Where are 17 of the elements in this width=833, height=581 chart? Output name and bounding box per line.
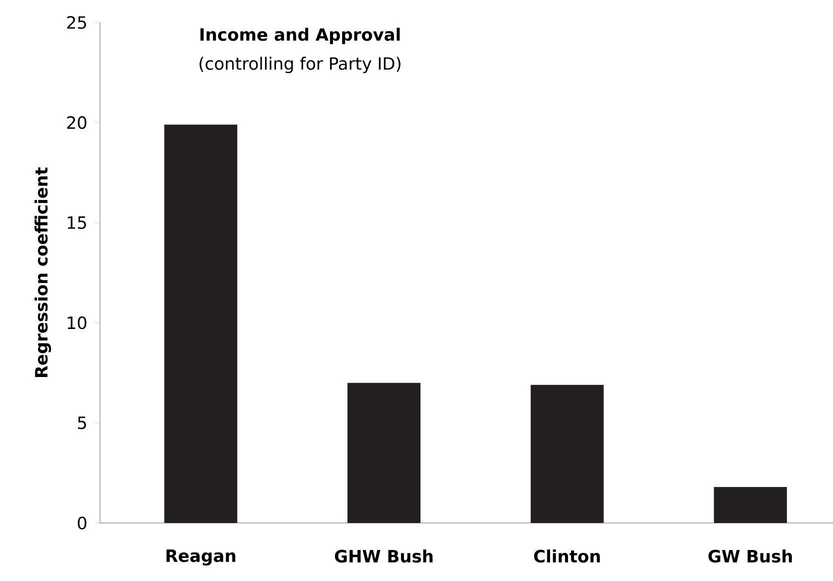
x-tick-label: Clinton <box>534 550 600 563</box>
y-tick-label: 0 <box>78 516 86 530</box>
y-tick-label: 15 <box>68 216 86 229</box>
y-axis-title: Regression coefficient <box>34 167 52 377</box>
bar <box>164 124 238 523</box>
y-tick-label: 5 <box>78 416 86 430</box>
text: (controlling for Party ID) <box>200 56 400 74</box>
y-tick-label: 20 <box>67 116 86 129</box>
bar <box>714 486 787 523</box>
bar <box>347 382 420 523</box>
x-tick-label: GW Bush <box>708 550 792 563</box>
x-tick-label: GHW Bush <box>334 550 433 563</box>
bar <box>530 384 604 523</box>
y-tick-label: 25 <box>67 16 86 29</box>
y-tick-label: 10 <box>68 316 86 330</box>
x-tick-label: Reagan <box>166 550 236 566</box>
chart-title: Income and Approval <box>200 28 400 44</box>
